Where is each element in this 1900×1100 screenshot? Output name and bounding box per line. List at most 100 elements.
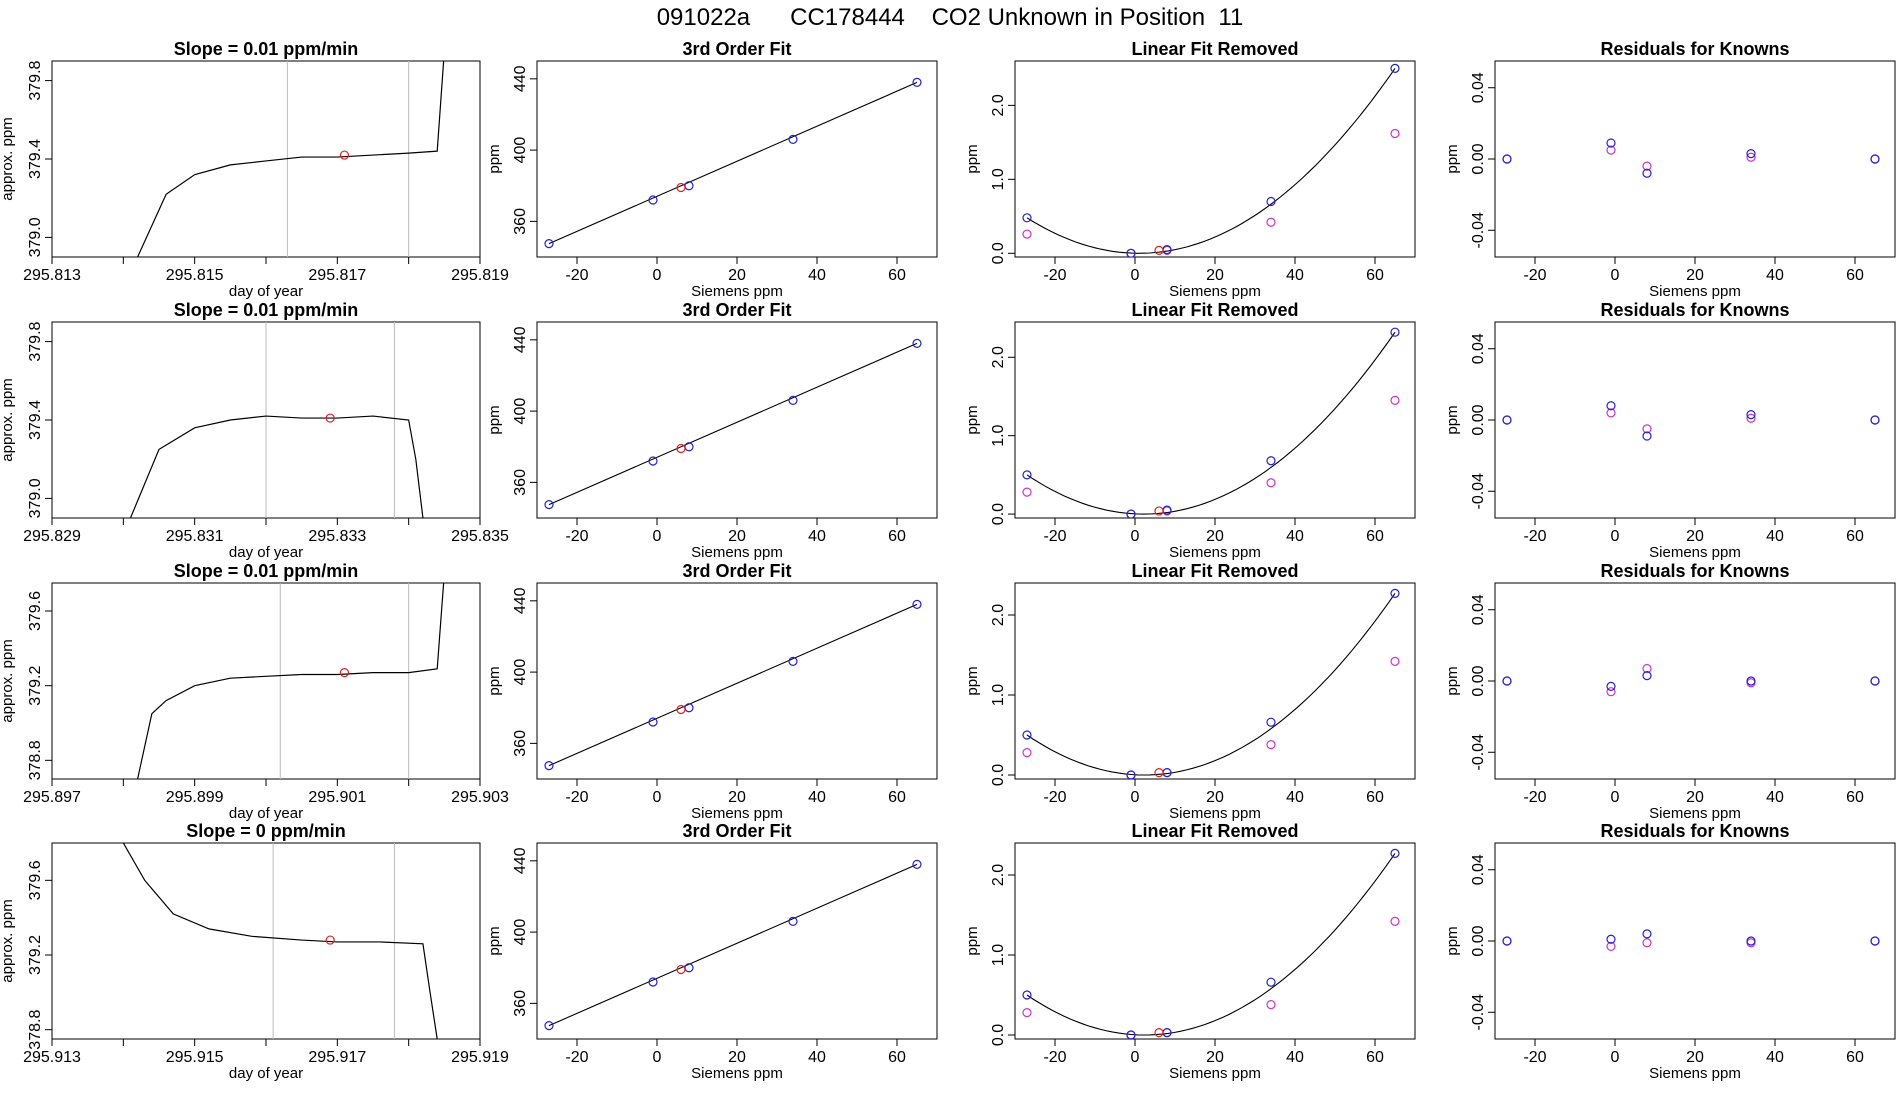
x-axis-label: day of year bbox=[229, 805, 303, 822]
fit-curve bbox=[1026, 331, 1396, 515]
y-tick-label: 0.0 bbox=[990, 242, 1007, 264]
x-tick-label: 295.819 bbox=[451, 267, 509, 284]
y-tick-label: 440 bbox=[512, 65, 529, 92]
fit-point bbox=[1642, 663, 1652, 674]
panel-title: Linear Fit Removed bbox=[1131, 821, 1298, 841]
y-axis-label: ppm bbox=[486, 926, 503, 955]
panel-4-3: Linear Fit Removed -20 0 20 40 60 Siemens ppm 0… bbox=[964, 821, 1416, 1082]
known-point bbox=[1502, 154, 1512, 164]
x-tick-label: 20 bbox=[1206, 789, 1224, 806]
x-tick-label: 20 bbox=[1686, 1049, 1704, 1066]
fit-point bbox=[1390, 656, 1400, 667]
x-tick-label: 60 bbox=[888, 267, 906, 284]
x-axis-label: day of year bbox=[229, 544, 303, 561]
known-point bbox=[1126, 509, 1136, 518]
x-tick-label: 295.831 bbox=[166, 528, 224, 545]
known-point bbox=[648, 977, 658, 987]
x-tick-label: 0 bbox=[1131, 1049, 1140, 1066]
x-tick-label: 295.829 bbox=[23, 528, 81, 545]
plot-frame bbox=[1494, 321, 1896, 519]
x-tick-label: 20 bbox=[1206, 267, 1224, 284]
plot-frame bbox=[536, 321, 938, 519]
y-tick-label: 1.0 bbox=[990, 944, 1007, 966]
x-tick-label: 0 bbox=[653, 267, 662, 284]
fit-point bbox=[1642, 161, 1652, 171]
y-axis-label: ppm bbox=[964, 926, 981, 955]
panel-title: Residuals for Knowns bbox=[1600, 821, 1789, 841]
panel-title: Residuals for Knowns bbox=[1600, 39, 1789, 59]
plot-frame bbox=[536, 842, 938, 1040]
known-point bbox=[684, 703, 694, 713]
known-point bbox=[912, 859, 922, 869]
x-tick-label: -20 bbox=[565, 1049, 588, 1066]
plot-frame bbox=[1014, 582, 1416, 780]
y-axis-label: ppm bbox=[964, 405, 981, 434]
fit-point bbox=[1606, 687, 1616, 697]
y-tick-label: -0.04 bbox=[1470, 734, 1487, 771]
x-tick-label: 295.917 bbox=[308, 1049, 366, 1066]
panel-title: Linear Fit Removed bbox=[1131, 39, 1298, 59]
x-tick-label: 20 bbox=[1206, 528, 1224, 545]
plot-frame bbox=[1494, 582, 1896, 780]
known-point bbox=[912, 599, 922, 609]
x-tick-label: 60 bbox=[888, 789, 906, 806]
x-tick-label: 0 bbox=[1611, 1049, 1620, 1066]
plot-frame bbox=[51, 582, 481, 780]
x-tick-label: -20 bbox=[1043, 789, 1066, 806]
x-tick-label: 295.813 bbox=[23, 267, 81, 284]
plot-frame bbox=[51, 60, 481, 258]
y-axis-label: approx. ppm bbox=[0, 117, 16, 200]
fit-point bbox=[1022, 229, 1032, 239]
panel-title: Residuals for Knowns bbox=[1600, 300, 1789, 320]
panel-2-4: Residuals for Knowns -20 0 20 40 60 Siemens pp… bbox=[1444, 300, 1896, 561]
fit-point bbox=[1746, 413, 1756, 423]
panel-title: Slope = 0.01 ppm/min bbox=[174, 300, 359, 320]
known-point bbox=[1746, 936, 1756, 946]
x-axis-label: Siemens ppm bbox=[1649, 805, 1741, 822]
fit-curve bbox=[548, 81, 918, 245]
plot-frame bbox=[536, 582, 938, 780]
unknown-point bbox=[325, 935, 335, 945]
x-tick-label: 295.899 bbox=[166, 789, 224, 806]
fit-point bbox=[1606, 408, 1616, 418]
x-tick-label: 20 bbox=[728, 789, 746, 806]
fit-point bbox=[1266, 217, 1276, 227]
unknown-point bbox=[676, 964, 686, 975]
x-tick-label: 295.835 bbox=[451, 528, 509, 545]
known-point bbox=[684, 963, 694, 973]
y-tick-label: 0.00 bbox=[1470, 143, 1487, 174]
fit-point bbox=[1022, 487, 1032, 497]
x-tick-label: 40 bbox=[1286, 528, 1304, 545]
y-tick-label: 0.04 bbox=[1470, 72, 1487, 103]
x-tick-label: -20 bbox=[1523, 1049, 1546, 1066]
y-axis-label: ppm bbox=[1444, 144, 1461, 173]
x-tick-label: 0 bbox=[1131, 267, 1140, 284]
x-tick-label: 40 bbox=[1286, 1049, 1304, 1066]
x-tick-label: 295.901 bbox=[308, 789, 366, 806]
x-tick-label: -20 bbox=[565, 528, 588, 545]
y-tick-label: 0.04 bbox=[1470, 854, 1487, 885]
y-tick-label: -0.04 bbox=[1470, 994, 1487, 1031]
known-point bbox=[1022, 990, 1032, 1000]
known-point bbox=[1266, 717, 1276, 727]
panel-2-3: Linear Fit Removed -20 0 20 40 60 Siemens ppm 0… bbox=[964, 300, 1416, 561]
x-tick-label: 0 bbox=[1611, 267, 1620, 284]
x-tick-label: 40 bbox=[1766, 528, 1784, 545]
x-tick-label: 60 bbox=[1846, 267, 1864, 284]
y-tick-label: 0.04 bbox=[1470, 333, 1487, 364]
x-axis-label: day of year bbox=[229, 1065, 303, 1082]
x-axis-label: Siemens ppm bbox=[691, 283, 783, 300]
y-tick-label: 440 bbox=[512, 587, 529, 614]
panel-3-3: Linear Fit Removed -20 0 20 40 60 Siemens ppm 0… bbox=[964, 561, 1416, 822]
known-point bbox=[912, 77, 922, 87]
x-tick-label: 40 bbox=[1766, 789, 1784, 806]
y-tick-label: 1.0 bbox=[990, 424, 1007, 446]
fit-curve bbox=[1026, 853, 1396, 1036]
x-tick-label: 295.815 bbox=[166, 267, 224, 284]
known-point bbox=[1642, 431, 1652, 441]
fit-point bbox=[1390, 395, 1400, 405]
x-tick-label: 20 bbox=[1686, 528, 1704, 545]
unknown-point bbox=[676, 443, 686, 454]
panel-4-4: Residuals for Knowns -20 0 20 40 60 Siemens pp… bbox=[1444, 821, 1896, 1082]
